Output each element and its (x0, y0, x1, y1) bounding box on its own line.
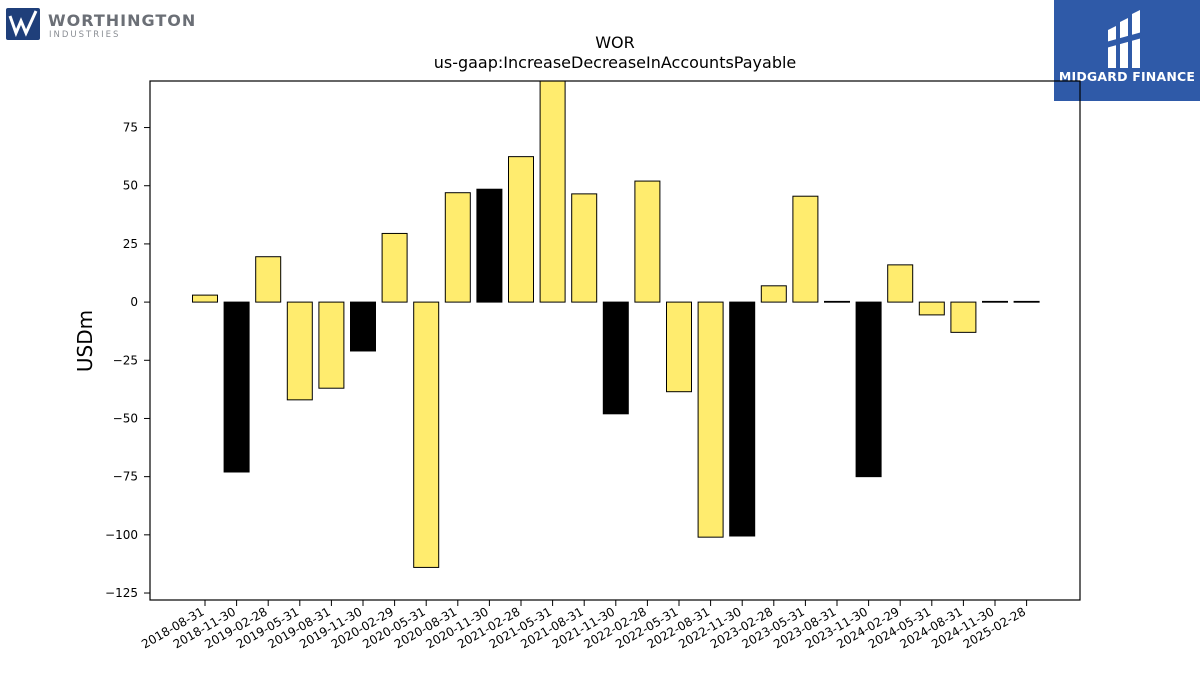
y-tick-label: 25 (123, 237, 138, 251)
bar-2021-11-30 (602, 301, 629, 415)
bar-2018-11-30 (223, 301, 250, 473)
midgard-logo-name: MIDGARD FINANCE (1058, 69, 1196, 84)
bar-2022-02-28 (634, 180, 661, 303)
chart-subtitle: us-gaap:IncreaseDecreaseInAccountsPayabl… (434, 53, 797, 72)
y-axis-label: USDm (73, 310, 97, 372)
midgard-finance-logo: MIDGARD FINANCE (1054, 0, 1200, 101)
bar-2022-11-30 (729, 301, 756, 537)
bar-2019-08-31 (318, 301, 345, 389)
y-tick-label: −50 (113, 411, 138, 425)
worthington-logo-name: WORTHINGTON (48, 11, 197, 30)
bar-2020-08-31 (444, 192, 471, 303)
worthington-logo: WORTHINGTON INDUSTRIES (6, 8, 195, 42)
bar-2022-08-31 (697, 301, 724, 538)
bar-2023-08-31 (824, 300, 850, 303)
bar-2019-05-31 (286, 301, 313, 401)
bar-2023-11-30 (855, 301, 882, 478)
bar-2022-05-31 (666, 301, 692, 393)
bar-2024-05-31 (918, 301, 945, 316)
bar-2020-02-29 (381, 232, 408, 303)
bar-2023-02-28 (760, 285, 787, 303)
midgard-logo-icon (1106, 10, 1142, 68)
bar-2024-08-31 (950, 301, 977, 333)
bar-2021-02-28 (508, 156, 534, 303)
y-tick-label: −125 (105, 586, 138, 600)
bar-2021-08-31 (571, 193, 598, 303)
y-tick-label: −25 (113, 353, 138, 367)
bar-2020-11-30 (476, 188, 503, 303)
bar-2024-11-30 (982, 300, 1008, 303)
bar-2024-02-29 (887, 264, 914, 303)
bar-2021-05-31 (539, 80, 566, 303)
bar-2023-05-31 (792, 195, 819, 303)
y-tick-label: 50 (123, 179, 138, 193)
y-tick-label: −100 (105, 528, 138, 542)
y-tick-label: 75 (123, 121, 138, 135)
worthington-logo-icon (6, 8, 40, 40)
bar-2019-11-30 (350, 301, 376, 352)
bar-2025-02-28 (1013, 300, 1040, 303)
bar-2018-08-31 (192, 294, 218, 303)
worthington-logo-sub: INDUSTRIES (49, 30, 121, 40)
bar-2020-05-31 (413, 301, 440, 568)
bar-2019-02-28 (255, 256, 282, 303)
y-tick-label: 0 (130, 295, 138, 309)
plot-frame (149, 80, 1081, 601)
y-tick-label: −75 (113, 470, 138, 484)
chart-title: WOR (595, 33, 635, 52)
